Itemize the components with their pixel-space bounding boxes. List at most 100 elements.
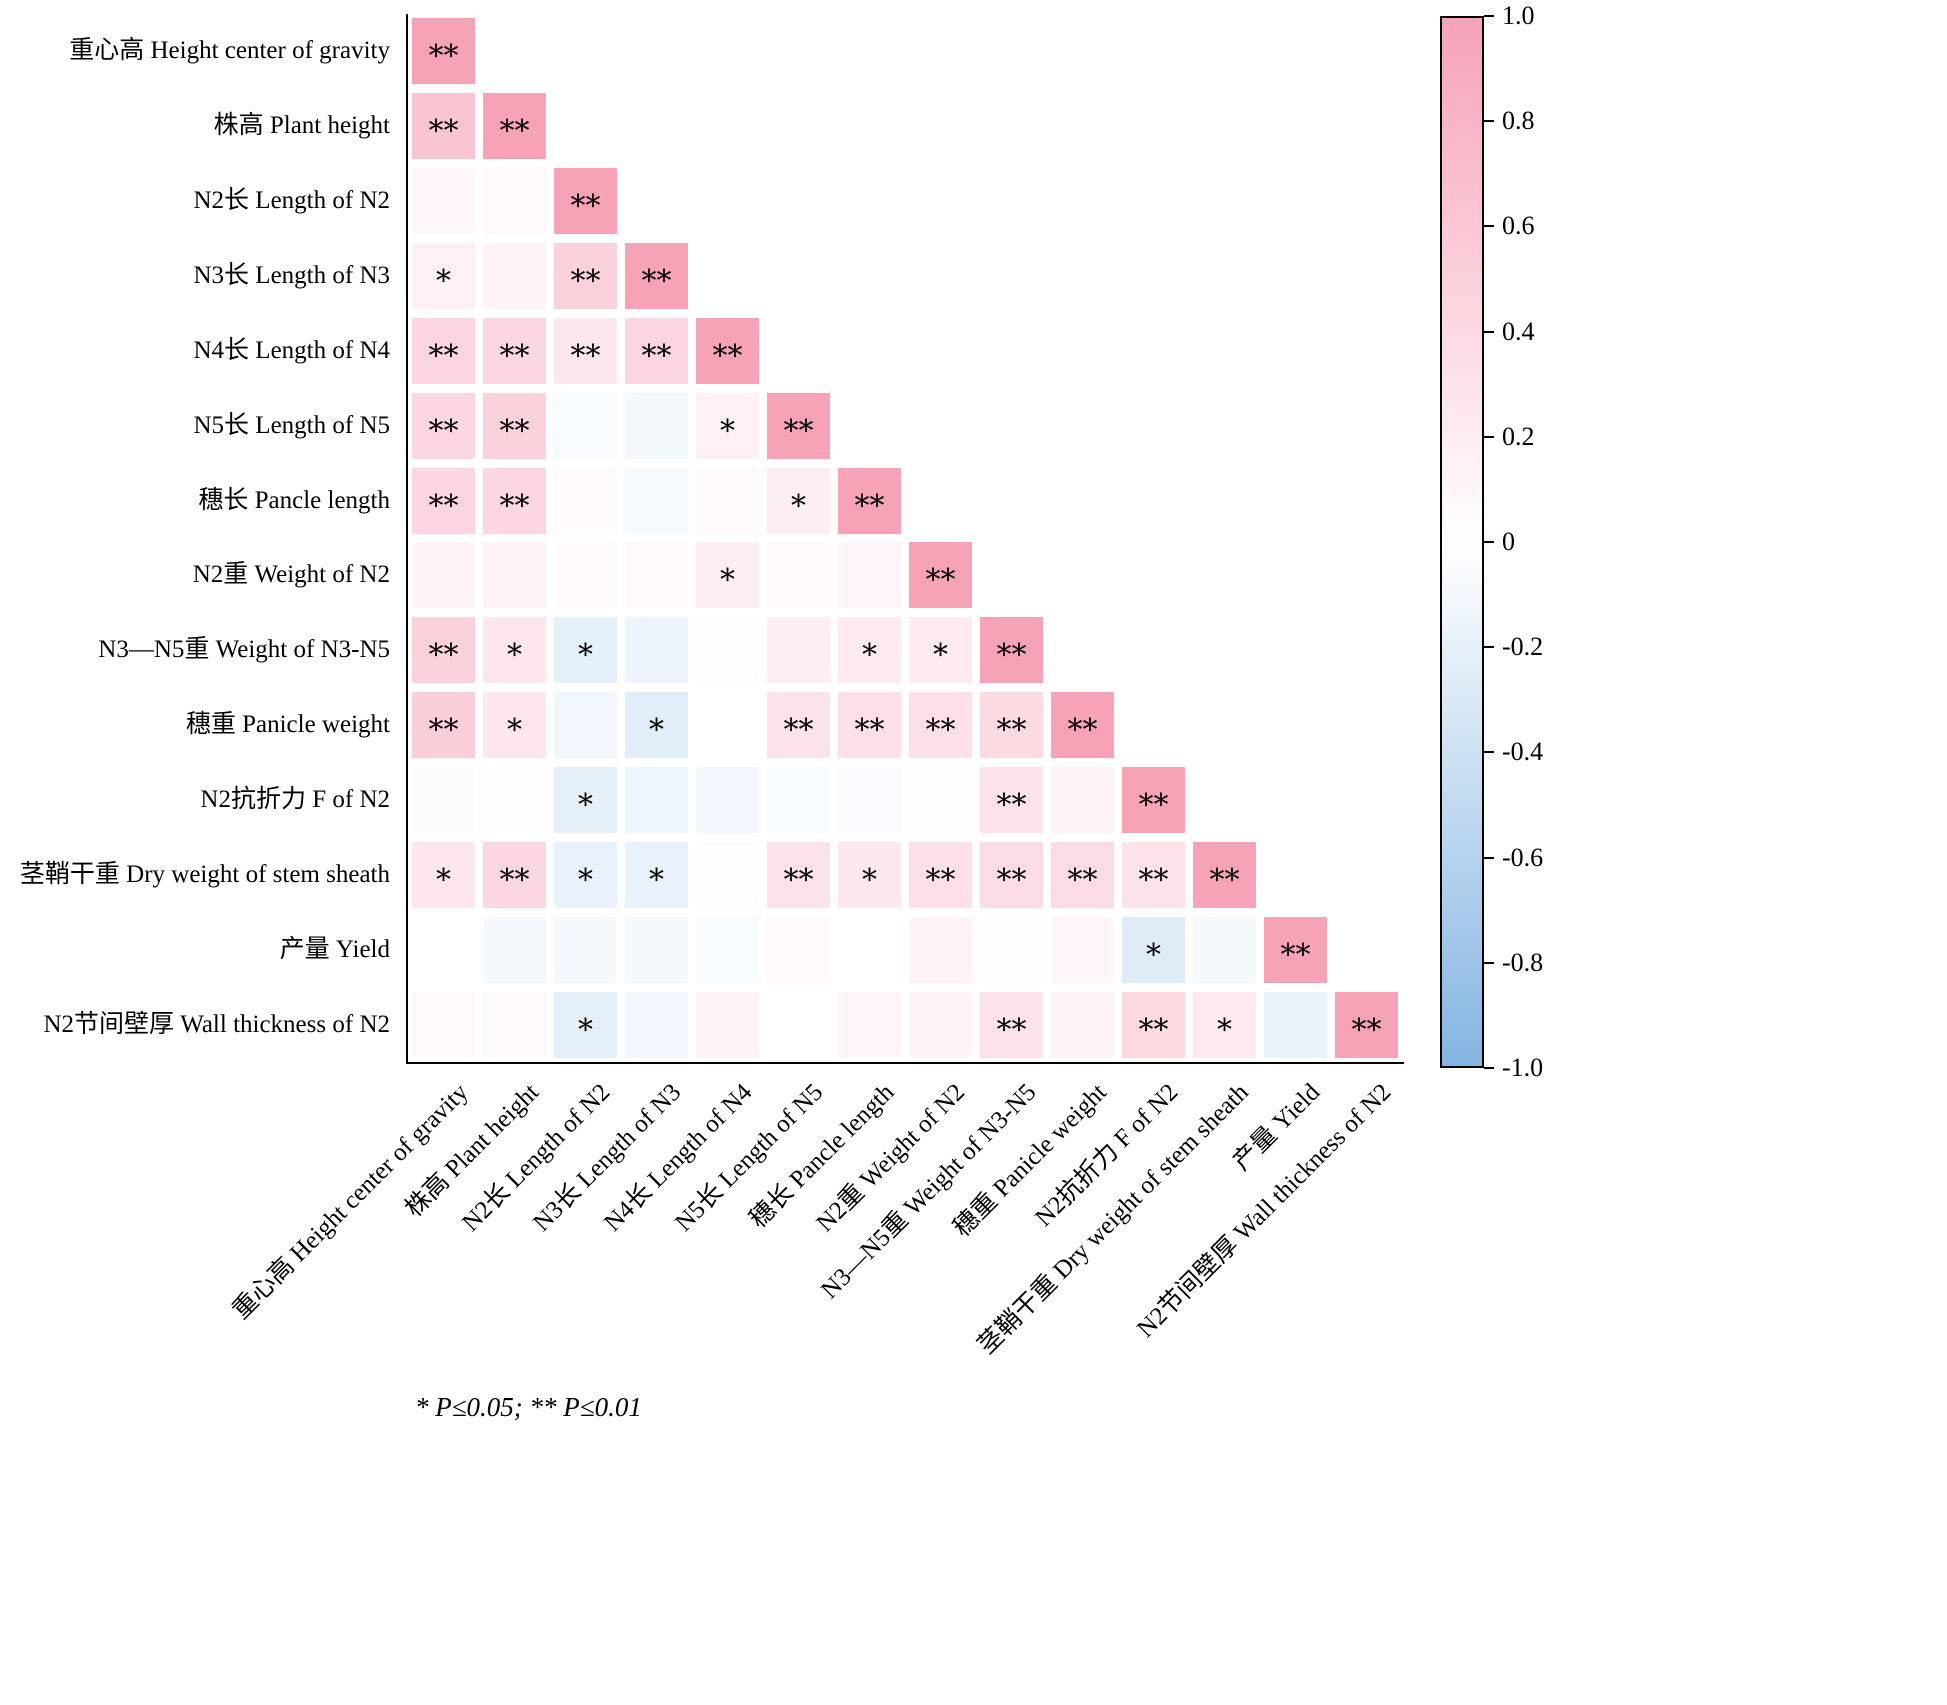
heatmap-cell — [412, 991, 475, 1058]
heatmap-cell — [625, 991, 688, 1058]
significance-marker: * — [578, 862, 593, 898]
colorbar-tick-label: 0 — [1502, 527, 1515, 556]
significance-marker: ** — [1138, 862, 1169, 898]
heatmap-cell — [980, 916, 1043, 983]
heatmap-cell — [1051, 991, 1114, 1058]
significance-marker: ** — [428, 39, 459, 75]
y-axis-label: N2节间壁厚 Wall thickness of N2 — [43, 1010, 390, 1038]
heatmap-cell: ** — [1335, 991, 1398, 1058]
heatmap-cell — [625, 467, 688, 534]
heatmap-cell — [554, 467, 617, 534]
colorbar-tick-label: 0.4 — [1502, 316, 1535, 346]
colorbar-tick — [1484, 646, 1494, 649]
heatmap-cell: ** — [1193, 841, 1256, 908]
significance-marker: ** — [499, 114, 530, 150]
heatmap-cell: ** — [838, 467, 901, 534]
significance-marker: ** — [925, 713, 956, 749]
heatmap-cell: ** — [554, 317, 617, 384]
significance-marker: ** — [1067, 713, 1098, 749]
heatmap-cell: ** — [412, 692, 475, 759]
heatmap-cell: * — [838, 841, 901, 908]
heatmap-cell: ** — [980, 617, 1043, 684]
significance-marker: ** — [1138, 788, 1169, 823]
y-axis-label: N3长 Length of N3 — [193, 262, 391, 289]
significance-marker: ** — [783, 713, 814, 749]
significance-marker: ** — [1351, 1012, 1382, 1048]
significance-marker: ** — [996, 862, 1027, 898]
heatmap-cell: ** — [483, 93, 546, 160]
y-axis-label: 产量 Yield — [279, 935, 390, 963]
colorbar-tick-label: -1.0 — [1502, 1053, 1544, 1082]
significance-marker: ** — [641, 264, 672, 299]
significance-marker: * — [507, 713, 522, 749]
significance-marker: ** — [499, 338, 530, 374]
heatmap-cell: ** — [1051, 841, 1114, 908]
heatmap-cell: * — [554, 991, 617, 1058]
heatmap-cell: ** — [412, 617, 475, 684]
heatmap-cell: ** — [1122, 841, 1185, 908]
colorbar-gradient — [1440, 16, 1484, 1068]
colorbar-tick — [1484, 330, 1494, 333]
colorbar-tick — [1484, 1067, 1494, 1069]
heatmap-cell — [838, 916, 901, 983]
y-axis-label: N3—N5重 Weight of N3-N5 — [98, 636, 390, 664]
heatmap-cell: * — [1193, 991, 1256, 1058]
colorbar-tick — [1484, 751, 1494, 754]
heatmap-cell: ** — [838, 692, 901, 759]
y-axis-label: 穗长 Pancle length — [198, 486, 390, 514]
heatmap-cell — [412, 542, 475, 609]
heatmap-cell — [625, 392, 688, 459]
heatmap-cell — [554, 542, 617, 609]
heatmap-cell — [554, 392, 617, 459]
significance-marker: * — [862, 862, 877, 898]
significance-marker: * — [1217, 1012, 1232, 1048]
significance-marker: ** — [925, 862, 956, 898]
heatmap-cell — [554, 916, 617, 983]
significance-marker: ** — [996, 1012, 1027, 1048]
heatmap-cell — [838, 991, 901, 1058]
significance-marker: * — [933, 638, 948, 674]
heatmap-cell: ** — [696, 317, 759, 384]
heatmap-cell — [838, 767, 901, 833]
heatmap-cell: ** — [412, 392, 475, 459]
colorbar-tick-label: 0.2 — [1502, 421, 1535, 451]
heatmap-cell: ** — [554, 243, 617, 309]
heatmap-cell — [483, 916, 546, 983]
heatmap-cell — [909, 991, 972, 1058]
significance-marker: ** — [854, 713, 885, 749]
significance-marker: ** — [428, 638, 459, 674]
heatmap-cell: ** — [980, 692, 1043, 759]
significance-marker: ** — [428, 488, 459, 524]
heatmap-cell — [554, 692, 617, 759]
colorbar-tick-label: -0.6 — [1502, 842, 1544, 872]
heatmap-cell — [483, 991, 546, 1058]
y-axis-label: 重心高 Height center of gravity — [69, 37, 390, 65]
heatmap-cell: * — [554, 841, 617, 908]
heatmap-cell: ** — [767, 392, 830, 459]
heatmap-cell: * — [483, 617, 546, 684]
heatmap-cell — [625, 617, 688, 684]
significance-marker: ** — [1067, 862, 1098, 898]
heatmap-cell: ** — [483, 392, 546, 459]
heatmap-cell — [767, 617, 830, 684]
heatmap-cell — [696, 617, 759, 684]
significance-marker: * — [720, 563, 735, 599]
significance-marker: ** — [499, 413, 530, 449]
heatmap-cell: * — [554, 617, 617, 684]
significance-marker: ** — [1280, 937, 1311, 973]
heatmap-cell: * — [625, 692, 688, 759]
heatmap-cell: * — [696, 392, 759, 459]
heatmap-cell: * — [625, 841, 688, 908]
heatmap-cell — [909, 767, 972, 833]
significance-marker: ** — [1209, 862, 1240, 898]
heatmap-cell — [838, 542, 901, 609]
heatmap-cell — [767, 916, 830, 983]
significance-marker: ** — [641, 338, 672, 374]
heatmap-cell: ** — [483, 467, 546, 534]
heatmap-cell: ** — [1264, 916, 1327, 983]
significance-marker: ** — [499, 488, 530, 524]
significance-marker: * — [1146, 937, 1161, 973]
heatmap-cell — [696, 991, 759, 1058]
significance-marker: ** — [570, 264, 601, 299]
heatmap-cell: * — [838, 617, 901, 684]
